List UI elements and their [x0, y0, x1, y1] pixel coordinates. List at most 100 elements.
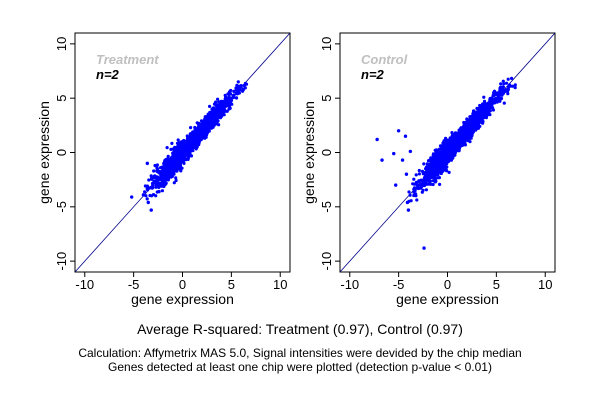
scatter-point: [501, 85, 505, 89]
scatter-point: [444, 136, 448, 140]
scatter-point: [165, 146, 169, 150]
scatter-point: [236, 84, 240, 88]
scatter-point: [217, 105, 221, 110]
scatter-point: [175, 162, 180, 166]
scatter-point: [147, 178, 151, 182]
scatter-point: [458, 135, 462, 139]
scatter-point: [502, 82, 506, 86]
scatter-point: [189, 146, 193, 150]
scatter-point: [510, 84, 515, 88]
data-points: [129, 80, 249, 212]
scatter-point: [492, 89, 497, 93]
scatter-point: [439, 171, 443, 176]
scatter-point: [441, 165, 445, 169]
sample-size-label: n=2: [96, 67, 120, 82]
calculation-note: Calculation: Affymetrix MAS 5.0, Signal …: [78, 346, 521, 360]
scatter-point: [471, 120, 475, 124]
scatter-point: [149, 174, 153, 178]
scatter-point: [501, 79, 505, 83]
y-tick-label: 10: [54, 37, 69, 51]
scatter-point: [154, 176, 158, 180]
scatter-point: [419, 186, 423, 190]
scatter-point: [443, 164, 448, 168]
scatter-point: [429, 162, 433, 166]
scatter-point: [171, 170, 175, 174]
scatter-point: [189, 133, 193, 138]
scatter-point: [472, 109, 476, 113]
scatter-point: [429, 156, 433, 160]
scatter-point: [475, 126, 479, 131]
scatter-point: [497, 95, 501, 100]
scatter-panel-treatment: -10 -5 0 5 10 -10 -5 0 5 10 gene expression gene ex…: [36, 32, 291, 307]
outlier-point: [406, 208, 411, 212]
scatter-point: [503, 88, 507, 92]
scatter-point: [500, 87, 504, 91]
scatter-point: [423, 170, 427, 175]
scatter-point: [444, 162, 448, 166]
scatter-point: [197, 141, 201, 145]
scatter-point: [499, 82, 503, 86]
outlier-point: [394, 183, 398, 187]
outlier-point: [146, 200, 150, 205]
scatter-point: [166, 178, 170, 182]
scatter-point: [238, 88, 242, 92]
x-tick-label: 0: [179, 277, 186, 292]
scatter-point: [432, 176, 436, 180]
scatter-point: [494, 97, 498, 101]
scatter-point: [181, 153, 185, 158]
x-tick-label: -10: [75, 277, 94, 292]
scatter-point: [174, 176, 178, 180]
scatter-point: [184, 157, 188, 161]
y-tick-label: 0: [54, 149, 69, 156]
scatter-point: [236, 88, 240, 92]
scatter-point: [437, 150, 441, 154]
scatter-point: [199, 119, 204, 123]
scatter-point: [450, 140, 455, 144]
scatter-point: [158, 171, 162, 175]
scatter-point: [176, 138, 180, 142]
scatter-point: [198, 129, 202, 133]
scatter-point: [432, 157, 437, 161]
outlier-point: [145, 161, 150, 166]
y-tick-label: -10: [54, 252, 69, 271]
scatter-point: [429, 167, 433, 171]
scatter-point: [448, 146, 452, 150]
y-tick-label: -10: [319, 252, 334, 271]
scatter-point: [168, 169, 172, 173]
scatter-point: [152, 169, 156, 173]
scatter-point: [176, 166, 180, 171]
outlier-point: [405, 200, 410, 205]
scatter-point: [476, 121, 480, 125]
x-tick-label: 10: [273, 277, 287, 292]
scatter-point: [445, 153, 450, 157]
scatter-point: [450, 153, 454, 157]
scatter-point: [174, 178, 178, 183]
x-tick-label: -5: [393, 277, 405, 292]
scatter-point: [469, 117, 473, 121]
scatter-point: [179, 143, 183, 147]
scatter-point: [513, 86, 517, 90]
scatter-point: [241, 89, 245, 93]
scatter-point: [478, 124, 482, 128]
scatter-point: [475, 106, 479, 110]
scatter-point: [216, 97, 220, 101]
scatter-point: [449, 158, 453, 162]
scatter-point: [193, 131, 197, 135]
scatter-point: [412, 177, 416, 181]
y-tick-label: 5: [319, 95, 334, 102]
scatter-point: [229, 99, 233, 103]
scatter-point: [197, 131, 201, 135]
scatter-point: [465, 117, 469, 121]
outlier-point: [149, 208, 153, 212]
scatter-point: [409, 199, 413, 203]
scatter-point: [423, 183, 427, 187]
scatter-point: [222, 113, 226, 117]
scatter-point: [227, 90, 232, 94]
scatter-point: [441, 141, 446, 145]
scatter-point: [450, 131, 454, 135]
scatter-point: [447, 170, 451, 174]
scatter-point: [415, 186, 419, 190]
scatter-point: [179, 169, 183, 173]
scatter-point: [475, 112, 479, 116]
scatter-point: [195, 136, 199, 140]
